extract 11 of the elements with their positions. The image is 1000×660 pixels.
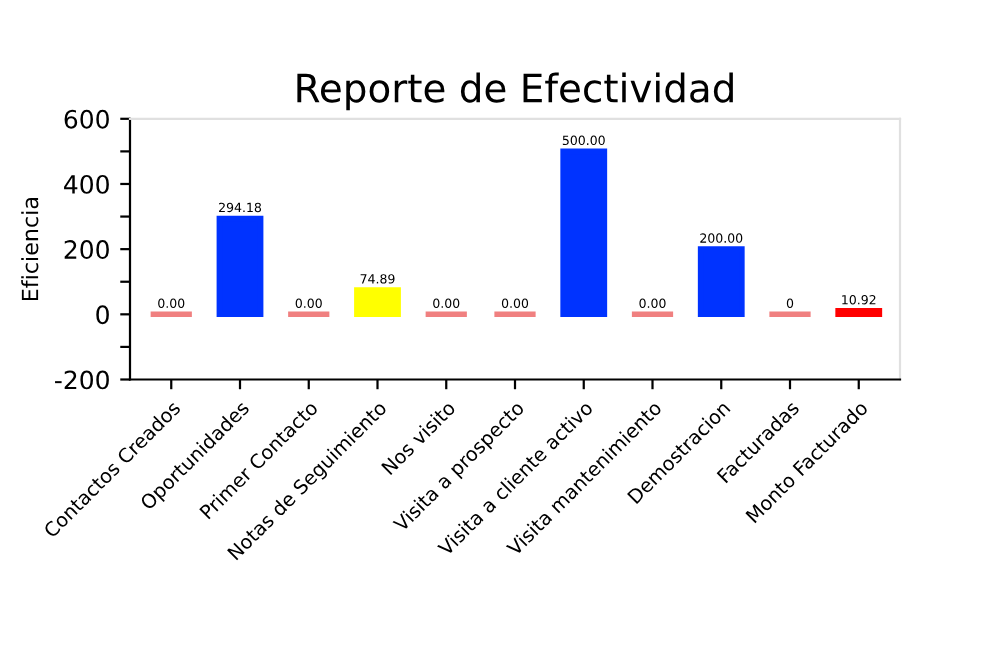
chart-title: Reporte de Efectividad xyxy=(297,72,733,111)
bar xyxy=(697,246,745,318)
bar xyxy=(560,148,608,318)
y-tick-label: 0 xyxy=(96,305,109,325)
y-axis-title: Eficiencia xyxy=(21,198,39,301)
bar xyxy=(216,215,264,318)
y-tick-label: 600 xyxy=(64,109,109,129)
y-tick-label: 400 xyxy=(64,174,109,194)
y-tick-label: -200 xyxy=(55,370,109,390)
y-tick-label: 200 xyxy=(64,240,109,259)
bar xyxy=(354,287,401,318)
